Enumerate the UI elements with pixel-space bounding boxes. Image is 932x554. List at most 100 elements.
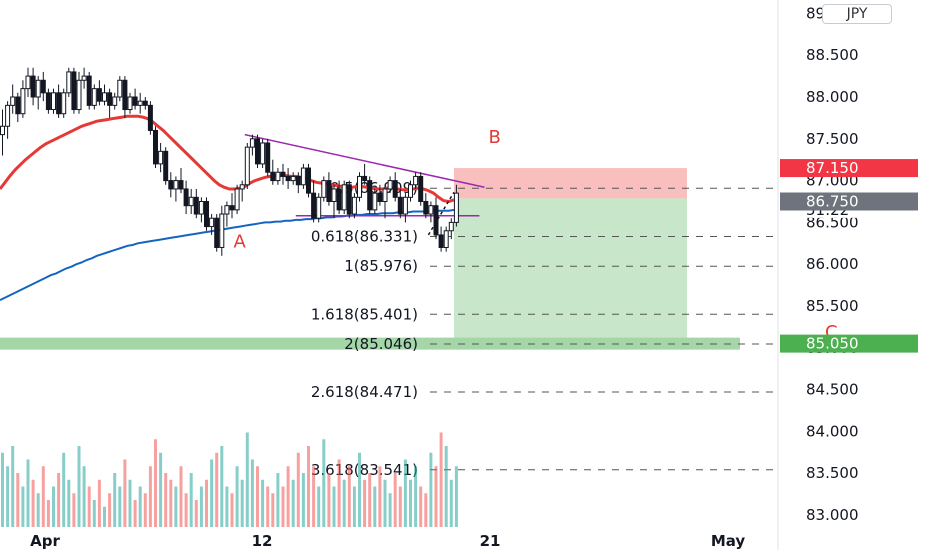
volume-bar bbox=[164, 473, 168, 527]
candle-body bbox=[270, 171, 276, 182]
currency-selector[interactable]: JPY bbox=[822, 4, 892, 24]
candle-body bbox=[86, 75, 92, 106]
volume-bar bbox=[108, 493, 112, 527]
candle-body bbox=[188, 196, 194, 207]
candle-body bbox=[244, 146, 250, 186]
candle-body bbox=[183, 188, 189, 207]
volume-bars bbox=[1, 432, 458, 527]
volume-bar bbox=[347, 466, 351, 527]
fast-moving-average bbox=[0, 114, 455, 204]
volume-bar bbox=[291, 479, 295, 527]
volume-bar bbox=[138, 486, 142, 527]
candle-body bbox=[91, 88, 97, 106]
candle-body bbox=[316, 196, 322, 219]
y-tick-label: 83.000 bbox=[806, 506, 859, 524]
volume-bar bbox=[154, 439, 157, 527]
volume-bar bbox=[72, 493, 76, 527]
volume-bar bbox=[368, 473, 372, 527]
volume-bar bbox=[352, 486, 356, 527]
candle-body bbox=[25, 75, 31, 90]
volume-bar bbox=[123, 459, 127, 527]
fib-label: 1(85.976) bbox=[344, 257, 418, 275]
volume-bar bbox=[26, 459, 30, 527]
candle-body bbox=[357, 175, 362, 198]
volume-bar bbox=[159, 452, 163, 527]
candle-body bbox=[229, 205, 235, 211]
candle-body bbox=[96, 88, 102, 102]
fib-label: 0.618(86.331) bbox=[311, 228, 418, 246]
candle-body bbox=[198, 201, 204, 215]
stop-level-box bbox=[780, 159, 918, 178]
volume-bar bbox=[1, 452, 4, 527]
candle-body bbox=[408, 184, 413, 198]
volume-bar bbox=[6, 466, 10, 527]
candle-body bbox=[397, 196, 403, 215]
candle-body bbox=[35, 79, 41, 98]
volume-bar bbox=[327, 473, 331, 527]
volume-bar bbox=[67, 479, 71, 527]
volume-bar bbox=[57, 473, 61, 527]
volume-bar bbox=[342, 479, 346, 527]
volume-bar bbox=[403, 459, 407, 527]
volume-bar bbox=[46, 500, 50, 527]
candle-body bbox=[127, 96, 133, 111]
volume-bar bbox=[409, 479, 412, 527]
time-axis: Apr 12 21 May bbox=[30, 532, 745, 550]
candle-body bbox=[142, 100, 148, 106]
candle-body bbox=[40, 79, 46, 94]
volume-bar bbox=[128, 479, 132, 527]
candle-body bbox=[351, 196, 357, 215]
volume-bar bbox=[169, 479, 173, 527]
volume-bar bbox=[358, 452, 361, 527]
projection-line bbox=[427, 191, 455, 236]
volume-bar bbox=[286, 466, 290, 527]
fib-label: 3.618(83.541) bbox=[311, 461, 418, 479]
y-tick-label: 88.500 bbox=[806, 46, 859, 64]
volume-bar bbox=[31, 479, 35, 527]
candle-body bbox=[178, 180, 184, 190]
volume-bar bbox=[261, 479, 265, 527]
y-tick-label: 86.000 bbox=[806, 255, 859, 273]
x-tick-label: May bbox=[711, 532, 746, 550]
candle-body bbox=[10, 96, 16, 106]
volume-bar bbox=[245, 432, 249, 527]
volume-bar bbox=[337, 459, 341, 527]
volume-bar bbox=[240, 479, 244, 527]
candle-body bbox=[372, 192, 378, 211]
slow-moving-average bbox=[0, 208, 455, 301]
volume-bar bbox=[276, 473, 280, 527]
candle-body bbox=[137, 100, 143, 106]
candle-body bbox=[306, 167, 311, 194]
y-tick-label: 84.500 bbox=[806, 381, 859, 399]
volume-bar bbox=[199, 486, 203, 527]
volume-bar bbox=[414, 466, 418, 527]
volume-bar bbox=[307, 446, 310, 527]
candle-body bbox=[433, 205, 439, 236]
volume-bar bbox=[266, 486, 270, 527]
volume-bar bbox=[235, 466, 239, 527]
volume-bar bbox=[225, 486, 229, 527]
candle-body bbox=[387, 180, 393, 190]
candle-body bbox=[204, 201, 209, 228]
candle-body bbox=[336, 188, 342, 211]
candle-body bbox=[428, 205, 434, 215]
x-tick-label: 21 bbox=[480, 532, 501, 550]
candle-body bbox=[285, 175, 291, 182]
candle-body bbox=[290, 175, 296, 182]
volume-bar bbox=[398, 486, 402, 527]
volume-bar bbox=[378, 466, 382, 527]
candle-body bbox=[331, 188, 337, 203]
candle-body bbox=[153, 129, 158, 165]
volume-bar bbox=[383, 479, 387, 527]
volume-bar bbox=[118, 486, 122, 527]
volume-bar bbox=[393, 473, 397, 527]
y-tick-label: 87.500 bbox=[806, 130, 859, 148]
candle-body bbox=[66, 71, 72, 94]
upper-trendline bbox=[244, 133, 485, 189]
candle-body bbox=[15, 96, 21, 115]
volume-bar bbox=[444, 446, 448, 527]
volume-bar bbox=[92, 500, 96, 527]
volume-bar bbox=[332, 486, 336, 527]
